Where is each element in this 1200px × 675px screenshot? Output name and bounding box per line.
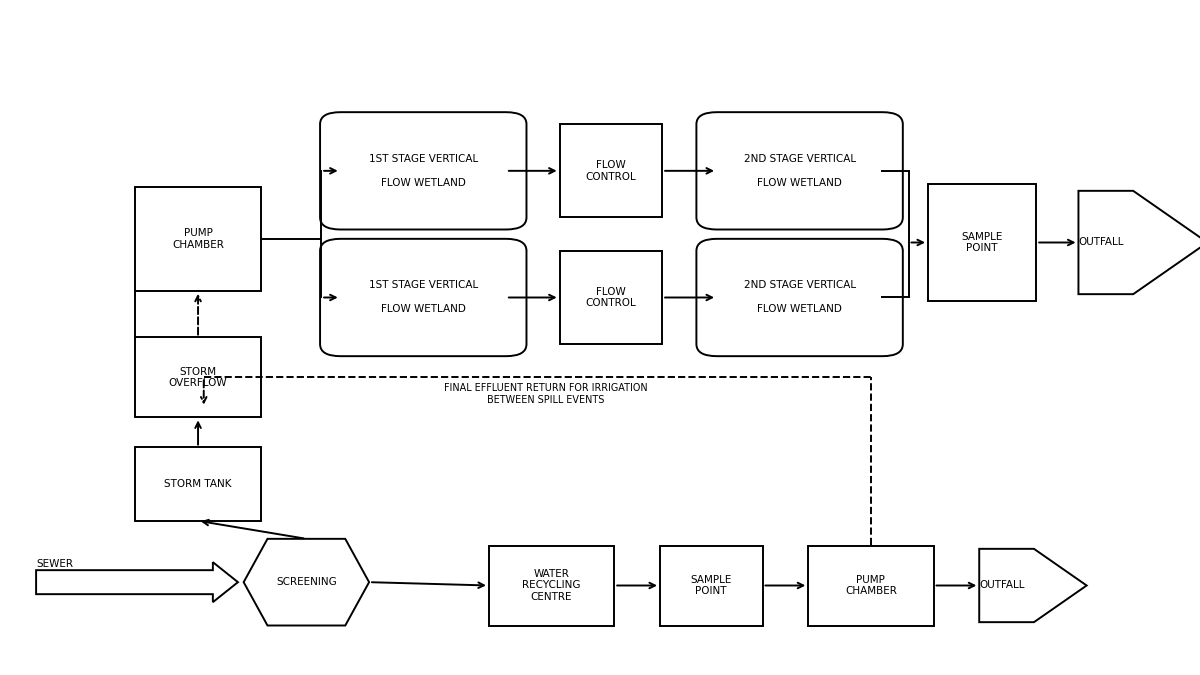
Text: 1ST STAGE VERTICAL: 1ST STAGE VERTICAL — [368, 154, 478, 164]
FancyBboxPatch shape — [696, 112, 902, 230]
Text: FLOW WETLAND: FLOW WETLAND — [757, 304, 842, 315]
Text: FLOW WETLAND: FLOW WETLAND — [757, 178, 842, 188]
Polygon shape — [36, 562, 238, 602]
Text: 2ND STAGE VERTICAL: 2ND STAGE VERTICAL — [744, 281, 856, 290]
Bar — [136, 448, 260, 521]
Text: SAMPLE
POINT: SAMPLE POINT — [961, 232, 1003, 253]
Polygon shape — [979, 549, 1087, 622]
Text: SCREENING: SCREENING — [276, 577, 337, 587]
FancyBboxPatch shape — [696, 239, 902, 356]
Bar — [488, 545, 614, 626]
Text: SEWER: SEWER — [36, 559, 73, 569]
Text: PUMP
CHAMBER: PUMP CHAMBER — [845, 574, 896, 596]
Text: FLOW
CONTROL: FLOW CONTROL — [586, 160, 636, 182]
Bar — [660, 545, 762, 626]
Text: PUMP
CHAMBER: PUMP CHAMBER — [172, 228, 224, 250]
Text: FINAL EFFLUENT RETURN FOR IRRIGATION
BETWEEN SPILL EVENTS: FINAL EFFLUENT RETURN FOR IRRIGATION BET… — [444, 383, 648, 405]
Text: WATER
RECYCLING
CENTRE: WATER RECYCLING CENTRE — [522, 569, 581, 602]
Bar — [808, 545, 934, 626]
Bar — [559, 124, 662, 217]
Text: SAMPLE
POINT: SAMPLE POINT — [690, 574, 732, 596]
Text: FLOW
CONTROL: FLOW CONTROL — [586, 287, 636, 308]
Text: OUTFALL: OUTFALL — [979, 580, 1025, 591]
Text: FLOW WETLAND: FLOW WETLAND — [380, 178, 466, 188]
FancyBboxPatch shape — [320, 112, 527, 230]
Polygon shape — [244, 539, 370, 626]
Text: OUTFALL: OUTFALL — [1079, 238, 1124, 248]
Text: 1ST STAGE VERTICAL: 1ST STAGE VERTICAL — [368, 281, 478, 290]
Polygon shape — [1079, 191, 1200, 294]
FancyBboxPatch shape — [320, 239, 527, 356]
Bar — [559, 251, 662, 344]
Text: STORM TANK: STORM TANK — [164, 479, 232, 489]
Bar — [928, 184, 1037, 301]
Text: 2ND STAGE VERTICAL: 2ND STAGE VERTICAL — [744, 154, 856, 164]
Bar — [136, 338, 260, 418]
Text: FLOW WETLAND: FLOW WETLAND — [380, 304, 466, 315]
Bar — [136, 188, 260, 291]
Text: STORM
OVERFLOW: STORM OVERFLOW — [169, 367, 227, 388]
